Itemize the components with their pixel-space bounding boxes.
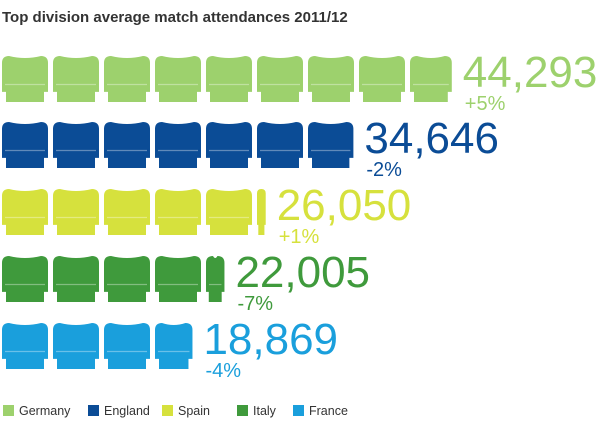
seat-icon: [2, 189, 48, 235]
seat-icon: [155, 189, 201, 235]
seat-icon: [155, 256, 201, 302]
change-label: -2%: [366, 159, 402, 181]
change-label: +5%: [465, 93, 506, 115]
change-label: -4%: [205, 360, 241, 382]
row-germany: 44,293+5%: [2, 48, 597, 115]
seat-icon: [155, 122, 201, 168]
seat-icon: [53, 56, 99, 102]
legend-item-germany: Germany: [3, 404, 71, 418]
legend-swatch: [162, 405, 173, 416]
legend-swatch: [237, 405, 248, 416]
legend-label: France: [309, 404, 348, 418]
seat-icon: [2, 56, 48, 102]
seat-icon: [257, 122, 303, 168]
value-label: 26,050: [277, 181, 412, 230]
seat-icon: [104, 122, 150, 168]
seat-icon: [2, 323, 48, 369]
seat-icon: [104, 323, 150, 369]
value-label: 22,005: [235, 248, 370, 297]
chart-legend: Germany England Spain Italy France: [3, 404, 348, 418]
seat-icon: [308, 56, 354, 102]
seat-icon: [206, 189, 252, 235]
seat-icon: [155, 56, 201, 102]
seat-icon: [257, 189, 266, 235]
seat-icon: [155, 323, 193, 369]
chart-rows: 44,293+5%34,646-2%26,050+1%22,005-7%18,8…: [2, 48, 597, 382]
chart-title: Top division average match attendances 2…: [2, 9, 348, 26]
legend-swatch: [88, 405, 99, 416]
legend-item-france: France: [293, 404, 348, 418]
change-label: +1%: [279, 226, 320, 248]
value-label: 44,293: [463, 48, 598, 97]
seat-icon: [359, 56, 405, 102]
row-england: 34,646-2%: [2, 114, 499, 181]
seat-icon: [308, 122, 354, 168]
legend-item-italy: Italy: [237, 404, 277, 418]
legend-label: Italy: [253, 404, 277, 418]
seat-icon: [104, 56, 150, 102]
seat-icon: [53, 189, 99, 235]
change-label: -7%: [237, 293, 273, 315]
seat-icon: [206, 256, 225, 302]
seat-icon: [2, 256, 48, 302]
legend-item-spain: Spain: [162, 404, 210, 418]
seat-icon: [410, 56, 452, 102]
row-france: 18,869-4%: [2, 315, 338, 382]
row-italy: 22,005-7%: [2, 248, 370, 315]
seat-icon: [53, 323, 99, 369]
row-spain: 26,050+1%: [2, 181, 411, 248]
seat-icon: [2, 122, 48, 168]
seat-icon: [53, 122, 99, 168]
legend-label: England: [104, 404, 150, 418]
seat-icon: [104, 256, 150, 302]
legend-swatch: [3, 405, 14, 416]
value-label: 34,646: [364, 114, 499, 163]
value-label: 18,869: [203, 315, 338, 364]
seat-icon: [53, 256, 99, 302]
seat-icon: [104, 189, 150, 235]
legend-label: Germany: [19, 404, 71, 418]
legend-item-england: England: [88, 404, 150, 418]
legend-label: Spain: [178, 404, 210, 418]
seat-icon: [206, 56, 252, 102]
seat-icon: [257, 56, 303, 102]
seat-icon: [206, 122, 252, 168]
legend-swatch: [293, 405, 304, 416]
